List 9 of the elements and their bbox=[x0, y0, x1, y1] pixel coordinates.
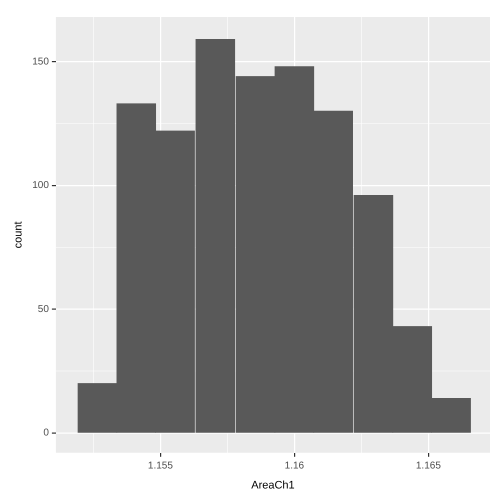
x-tick-label: 1.155 bbox=[148, 460, 174, 472]
y-tick-label: 50 bbox=[38, 304, 50, 315]
x-tick-label: 1.16 bbox=[284, 460, 305, 472]
x-tick-label: 1.165 bbox=[416, 460, 442, 472]
y-axis-title: count bbox=[12, 221, 25, 248]
y-tick-label: 100 bbox=[32, 180, 50, 192]
y-tick-label: 0 bbox=[43, 428, 50, 439]
x-axis-title: AreaCh1 bbox=[251, 479, 295, 492]
y-tick-label: 150 bbox=[32, 56, 50, 68]
